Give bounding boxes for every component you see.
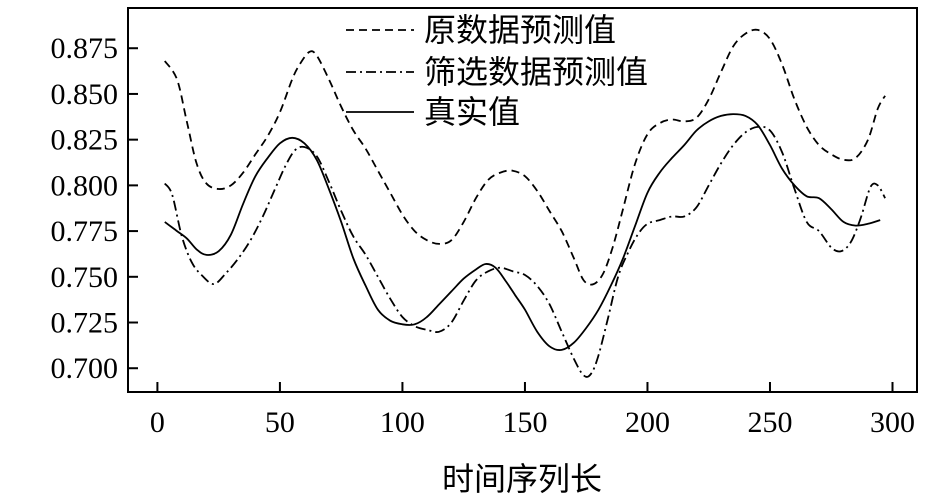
series-layer <box>164 28 886 378</box>
legend-label: 真实值 <box>424 93 520 131</box>
series-line-dashdot <box>164 125 886 378</box>
x-tick-label: 0 <box>150 406 165 439</box>
legend-label: 筛选数据预测值 <box>424 53 648 91</box>
y-tick-label: 0.750 <box>51 261 119 294</box>
x-tick-label: 250 <box>747 406 792 439</box>
y-tick-label: 0.825 <box>51 124 119 157</box>
series-line-solid <box>164 113 881 351</box>
x-tick-label: 50 <box>265 406 295 439</box>
legend-label: 原数据预测值 <box>424 11 616 49</box>
x-tick-label: 200 <box>625 406 670 439</box>
x-axis-label: 时间序列长 <box>442 460 602 498</box>
x-tick-label: 300 <box>870 406 915 439</box>
y-tick-label: 0.775 <box>51 215 119 248</box>
y-tick-label: 0.725 <box>51 307 119 340</box>
y-tick-label: 0.800 <box>51 169 119 202</box>
y-tick-label: 0.850 <box>51 78 119 111</box>
y-axis: 0.700 0.725 0.750 0.775 0.800 0.825 0.850 0.875 <box>51 32 138 385</box>
series-line-dashed <box>164 28 886 286</box>
x-tick-label: 150 <box>502 406 547 439</box>
x-tick-label: 100 <box>380 406 425 439</box>
y-tick-label: 0.875 <box>51 32 119 65</box>
y-tick-label: 0.700 <box>51 352 119 385</box>
plot-frame <box>127 7 918 393</box>
x-axis: 0 50 100 150 200 250 300 <box>150 382 915 439</box>
